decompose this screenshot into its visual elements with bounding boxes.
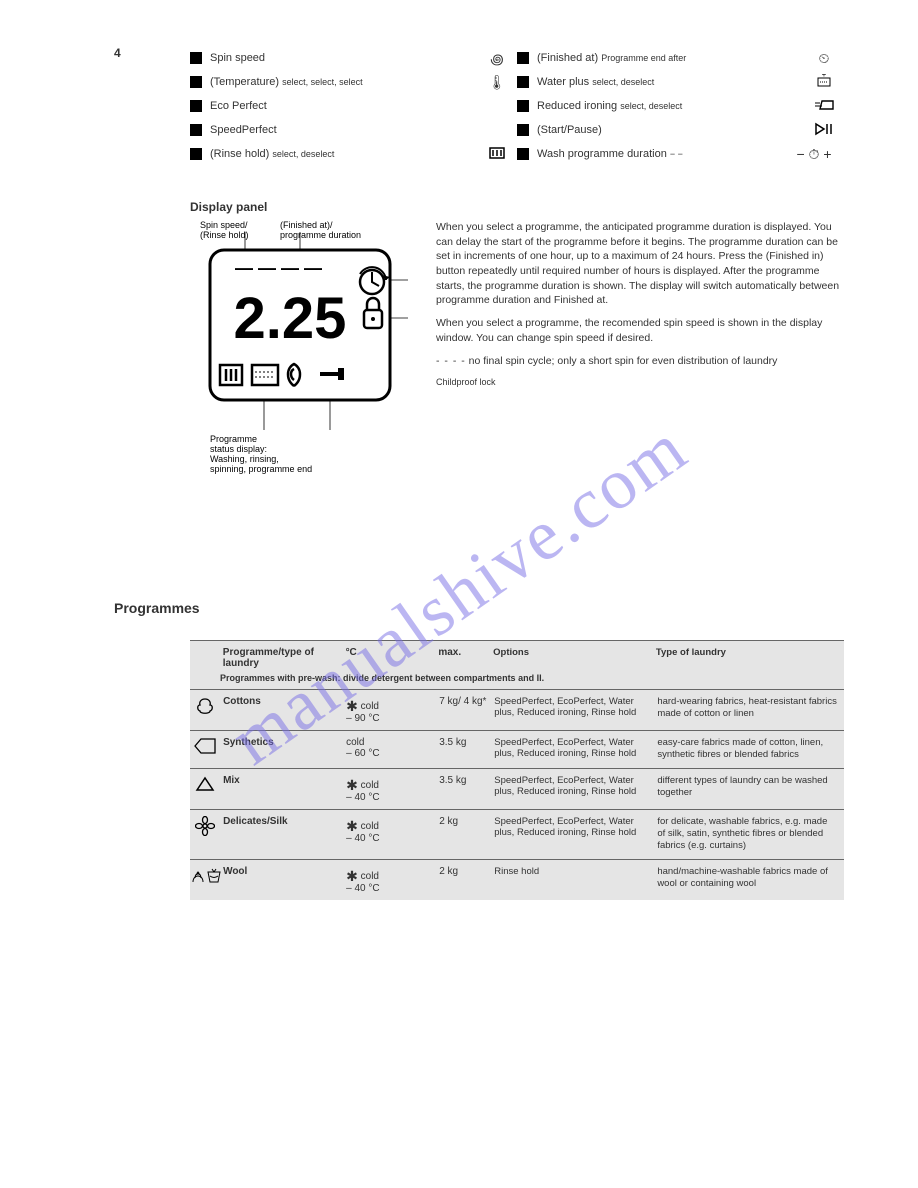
btn-label: (Temperature) select, select, select xyxy=(210,76,477,88)
table-row-delicates: Delicates/Silk ✱ cold– 40 °C 2 kg SpeedP… xyxy=(190,809,844,859)
display-heading: Display panel xyxy=(190,200,844,214)
snowflake-icon: ✱ xyxy=(346,777,358,793)
svg-text:2.25: 2.25 xyxy=(234,286,347,351)
svg-text:programme duration: programme duration xyxy=(280,230,361,240)
btn-row: Spin speed꩜ xyxy=(190,46,517,70)
mix-icon xyxy=(190,775,220,798)
duration-minus-plus-icon: − ⏱ + xyxy=(784,146,844,163)
button-columns: Spin speed꩜ (Temperature) select, select… xyxy=(190,46,844,166)
svg-text:spinning, programme end: spinning, programme end xyxy=(210,464,312,474)
svg-text:status display:: status display: xyxy=(210,444,267,454)
btn-label: Spin speed xyxy=(210,52,477,64)
svg-text:(Rinse hold): (Rinse hold) xyxy=(200,230,249,240)
water-plus-icon: + xyxy=(804,74,844,91)
delicates-icon xyxy=(190,816,220,841)
synthetics-icon xyxy=(190,737,220,760)
wool-icon xyxy=(190,866,220,891)
svg-text:Washing, rinsing,: Washing, rinsing, xyxy=(210,454,279,464)
display-description: When you select a programme, the anticip… xyxy=(436,220,844,483)
display-panel-section: Display panel — — — — 2.25 xyxy=(190,200,844,483)
btn-row: Water plus select, deselect + xyxy=(517,70,844,94)
bullet-square xyxy=(517,100,529,112)
spiral-icon: ꩜ xyxy=(477,48,517,69)
svg-text:Programme: Programme xyxy=(210,434,257,444)
display-graphic: — — — — 2.25 xyxy=(190,220,410,483)
clock-icon: ⏲ xyxy=(804,50,844,67)
bullet-square xyxy=(517,52,529,64)
bullet-square xyxy=(517,76,529,88)
svg-text:+: + xyxy=(822,74,827,79)
snowflake-icon: ✱ xyxy=(346,698,358,714)
svg-text:(Finished at)/: (Finished at)/ xyxy=(280,220,333,230)
left-button-column: Spin speed꩜ (Temperature) select, select… xyxy=(190,46,517,166)
rinse-hold-icon xyxy=(477,146,517,163)
btn-row: (Finished at) Programme end after⏲ xyxy=(517,46,844,70)
btn-row: (Rinse hold) select, deselect xyxy=(190,142,517,166)
bullet-square xyxy=(517,124,529,136)
btn-row: SpeedPerfect xyxy=(190,118,517,142)
btn-label: Eco Perfect xyxy=(210,100,477,112)
btn-row: Eco Perfect xyxy=(190,94,517,118)
btn-row: (Temperature) select, select, select🌡 xyxy=(190,70,517,94)
snowflake-icon: ✱ xyxy=(346,868,358,884)
programmes-title: Programmes xyxy=(114,600,200,616)
programmes-table: Programme/type of laundry °C max. Option… xyxy=(190,640,844,900)
childlock-label: Childproof lock xyxy=(436,376,844,389)
table-row-cottons: Cottons ✱ cold– 90 °C 7 kg/ 4 kg* SpeedP… xyxy=(190,689,844,730)
btn-label: (Rinse hold) select, deselect xyxy=(210,148,477,160)
snowflake-icon: ✱ xyxy=(346,818,358,834)
bullet-square xyxy=(190,76,202,88)
table-row-mix: Mix ✱ cold– 40 °C 3.5 kg SpeedPerfect, E… xyxy=(190,768,844,809)
btn-label: SpeedPerfect xyxy=(210,124,477,136)
page: 4 Spin speed꩜ (Temperature) select, sele… xyxy=(0,0,918,56)
btn-label: (Finished at) Programme end after xyxy=(537,52,804,64)
svg-text:Spin speed/: Spin speed/ xyxy=(200,220,248,230)
table-row-synthetics: Synthetics cold– 60 °C 3.5 kg SpeedPerfe… xyxy=(190,730,844,768)
start-pause-icon xyxy=(804,122,844,139)
btn-row: Reduced ironing select, deselect xyxy=(517,94,844,118)
btn-label: Reduced ironing select, deselect xyxy=(537,100,804,112)
btn-row: (Start/Pause) xyxy=(517,118,844,142)
page-number: 4 xyxy=(114,46,121,60)
btn-label: (Start/Pause) xyxy=(537,124,804,136)
bullet-square xyxy=(190,52,202,64)
reduced-ironing-icon xyxy=(804,98,844,115)
btn-label: Wash programme duration − − xyxy=(537,148,784,160)
table-row-wool: Wool ✱ cold– 40 °C 2 kg Rinse hold hand/… xyxy=(190,859,844,900)
table-header: Programme/type of laundry °C max. Option… xyxy=(190,640,844,689)
dashes-symbol: - - - - xyxy=(436,355,466,367)
bullet-square xyxy=(517,148,529,160)
bullet-square xyxy=(190,100,202,112)
btn-label: Water plus select, deselect xyxy=(537,76,804,88)
btn-row: Wash programme duration − −− ⏱ + xyxy=(517,142,844,166)
svg-text:— — — —: — — — — xyxy=(235,258,322,278)
bullet-square xyxy=(190,124,202,136)
thermometer-icon: 🌡 xyxy=(477,74,517,91)
right-button-column: (Finished at) Programme end after⏲ Water… xyxy=(517,46,844,166)
cotton-icon xyxy=(190,696,220,721)
bullet-square xyxy=(190,148,202,160)
